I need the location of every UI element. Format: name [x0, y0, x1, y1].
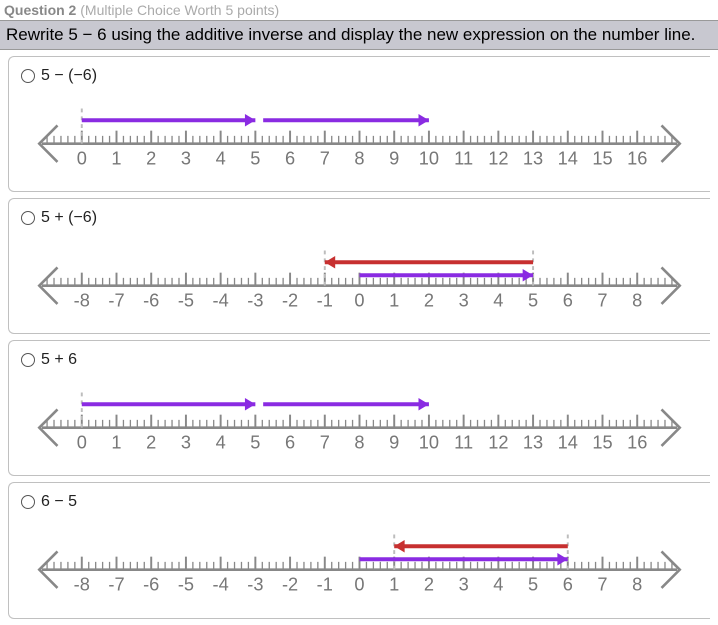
- svg-text:4: 4: [216, 149, 226, 169]
- svg-text:6: 6: [563, 291, 573, 311]
- svg-text:-7: -7: [108, 575, 124, 595]
- svg-text:16: 16: [627, 433, 647, 453]
- svg-text:2: 2: [424, 575, 434, 595]
- svg-text:-6: -6: [143, 291, 159, 311]
- svg-text:14: 14: [558, 149, 578, 169]
- svg-text:-3: -3: [247, 291, 263, 311]
- question-prompt: Rewrite 5 − 6 using the additive inverse…: [0, 20, 718, 50]
- svg-text:4: 4: [493, 291, 503, 311]
- svg-text:5: 5: [528, 575, 538, 595]
- option-numberline: -8 -7 -6 -5 -4 -3 -2 -1 0 1 2 3 4 5 6 7 8: [21, 227, 698, 327]
- option-numberline: 012345678910111213141516: [21, 85, 698, 185]
- svg-text:-4: -4: [213, 575, 229, 595]
- svg-text:-5: -5: [178, 291, 194, 311]
- svg-text:1: 1: [111, 433, 121, 453]
- svg-text:-2: -2: [282, 575, 298, 595]
- svg-text:7: 7: [320, 433, 330, 453]
- svg-text:10: 10: [419, 433, 439, 453]
- svg-text:9: 9: [389, 149, 399, 169]
- svg-text:7: 7: [597, 575, 607, 595]
- option-expression: 5 − (−6): [41, 67, 97, 85]
- svg-text:3: 3: [459, 575, 469, 595]
- svg-text:4: 4: [216, 433, 226, 453]
- svg-text:9: 9: [389, 433, 399, 453]
- svg-text:-1: -1: [317, 575, 333, 595]
- svg-text:0: 0: [77, 433, 87, 453]
- svg-text:4: 4: [493, 575, 503, 595]
- svg-text:-2: -2: [282, 291, 298, 311]
- svg-text:6: 6: [285, 433, 295, 453]
- svg-text:5: 5: [250, 149, 260, 169]
- svg-text:-4: -4: [213, 291, 229, 311]
- svg-text:11: 11: [454, 149, 473, 169]
- svg-text:11: 11: [454, 433, 473, 453]
- svg-text:0: 0: [354, 575, 364, 595]
- svg-text:3: 3: [459, 291, 469, 311]
- answer-option[interactable]: 5 + 6 012345678910111213141516: [8, 340, 710, 476]
- svg-text:8: 8: [632, 291, 642, 311]
- svg-text:-8: -8: [74, 575, 90, 595]
- svg-text:2: 2: [146, 433, 156, 453]
- svg-text:-6: -6: [143, 575, 159, 595]
- radio-icon[interactable]: [21, 495, 35, 509]
- svg-text:-5: -5: [178, 575, 194, 595]
- svg-text:8: 8: [354, 149, 364, 169]
- option-label-row: 6 − 5: [21, 493, 698, 511]
- svg-text:-3: -3: [247, 575, 263, 595]
- svg-text:5: 5: [528, 291, 538, 311]
- option-expression: 5 + (−6): [41, 209, 97, 227]
- svg-text:-8: -8: [74, 291, 90, 311]
- option-label-row: 5 + 6: [21, 351, 698, 369]
- option-label-row: 5 + (−6): [21, 209, 698, 227]
- svg-text:16: 16: [627, 149, 647, 169]
- svg-text:2: 2: [424, 291, 434, 311]
- svg-text:15: 15: [592, 433, 612, 453]
- svg-text:1: 1: [389, 575, 399, 595]
- svg-text:8: 8: [632, 575, 642, 595]
- options-container: 5 − (−6) 012345678910111213141516 5 + (−…: [0, 50, 718, 619]
- option-expression: 6 − 5: [41, 493, 77, 511]
- svg-text:10: 10: [419, 149, 439, 169]
- svg-text:14: 14: [558, 433, 578, 453]
- svg-text:1: 1: [389, 291, 399, 311]
- svg-text:0: 0: [77, 149, 87, 169]
- option-numberline: 012345678910111213141516: [21, 369, 698, 469]
- svg-text:12: 12: [488, 149, 508, 169]
- answer-option[interactable]: 5 − (−6) 012345678910111213141516: [8, 56, 710, 192]
- radio-icon[interactable]: [21, 69, 35, 83]
- question-header: Question 2 (Multiple Choice Worth 5 poin…: [0, 0, 718, 20]
- svg-text:2: 2: [146, 149, 156, 169]
- svg-text:0: 0: [354, 291, 364, 311]
- svg-text:-1: -1: [317, 291, 333, 311]
- answer-option[interactable]: 5 + (−6) -8 -7 -6 -5 -4 -3 -2 -1 0 1 2 3 4 5 6 7 8: [8, 198, 710, 334]
- option-numberline: -8 -7 -6 -5 -4 -3 -2 -1 0 1 2 3 4 5 6 7 8: [21, 511, 698, 611]
- option-label-row: 5 − (−6): [21, 67, 698, 85]
- svg-text:3: 3: [181, 149, 191, 169]
- question-points: (Multiple Choice Worth 5 points): [80, 2, 279, 18]
- svg-text:1: 1: [111, 149, 121, 169]
- svg-text:13: 13: [523, 149, 543, 169]
- option-expression: 5 + 6: [41, 351, 77, 369]
- svg-text:6: 6: [563, 575, 573, 595]
- svg-text:12: 12: [488, 433, 508, 453]
- question-number: Question 2: [4, 2, 76, 18]
- radio-icon[interactable]: [21, 353, 35, 367]
- svg-text:3: 3: [181, 433, 191, 453]
- svg-text:8: 8: [354, 433, 364, 453]
- svg-text:7: 7: [597, 291, 607, 311]
- svg-text:15: 15: [592, 149, 612, 169]
- svg-text:5: 5: [250, 433, 260, 453]
- svg-text:6: 6: [285, 149, 295, 169]
- svg-text:-7: -7: [108, 291, 124, 311]
- radio-icon[interactable]: [21, 211, 35, 225]
- svg-text:7: 7: [320, 149, 330, 169]
- svg-text:13: 13: [523, 433, 543, 453]
- answer-option[interactable]: 6 − 5 -8 -7 -6 -5 -4 -3 -2 -1 0 1 2 3 4 5 6 7 8: [8, 482, 710, 618]
